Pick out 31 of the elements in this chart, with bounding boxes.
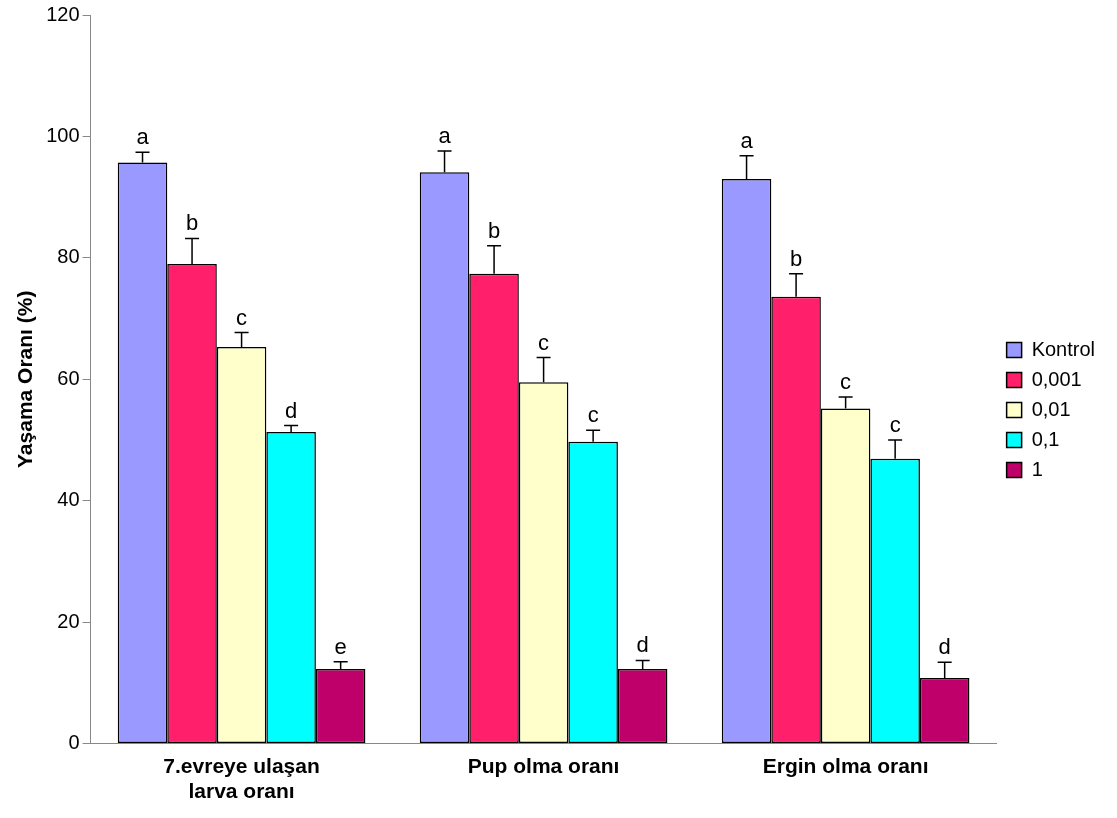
- y-tick-label: 40: [57, 488, 80, 511]
- data-label: a: [740, 127, 754, 153]
- data-label: d: [938, 634, 951, 660]
- data-label: c: [889, 412, 901, 438]
- data-label: c: [840, 368, 852, 394]
- data-label: c: [236, 304, 248, 330]
- y-tick-label: 80: [57, 245, 80, 268]
- data-label: b: [487, 217, 501, 243]
- x-tick-label: 7.evreye ulaşan larva oranı: [163, 754, 320, 803]
- x-tick-label: Ergin olma oranı: [762, 754, 929, 777]
- data-label: b: [789, 245, 803, 271]
- x-tick-label: Pup olma oranı: [467, 754, 620, 777]
- data-label: d: [636, 632, 649, 658]
- legend-label: 0,01: [1031, 397, 1071, 420]
- data-label: b: [185, 210, 199, 236]
- data-label: a: [438, 123, 452, 149]
- y-axis-title: Yaşama Oranı (%): [13, 290, 37, 469]
- data-label: d: [284, 397, 298, 423]
- y-tick-label: 0: [68, 731, 80, 754]
- y-tick-label: 100: [46, 123, 80, 146]
- legend-label: 0,1: [1031, 427, 1060, 450]
- y-tick-label: 120: [46, 2, 80, 25]
- data-label: c: [587, 402, 599, 428]
- legend-label: Kontrol: [1031, 337, 1096, 360]
- data-label: a: [136, 124, 150, 150]
- data-label: c: [538, 329, 550, 355]
- y-tick-label: 20: [57, 609, 80, 632]
- legend-label: 1: [1031, 457, 1043, 480]
- legend-label: 0,001: [1031, 367, 1082, 390]
- y-tick-label: 60: [57, 366, 80, 389]
- data-label: e: [334, 633, 347, 659]
